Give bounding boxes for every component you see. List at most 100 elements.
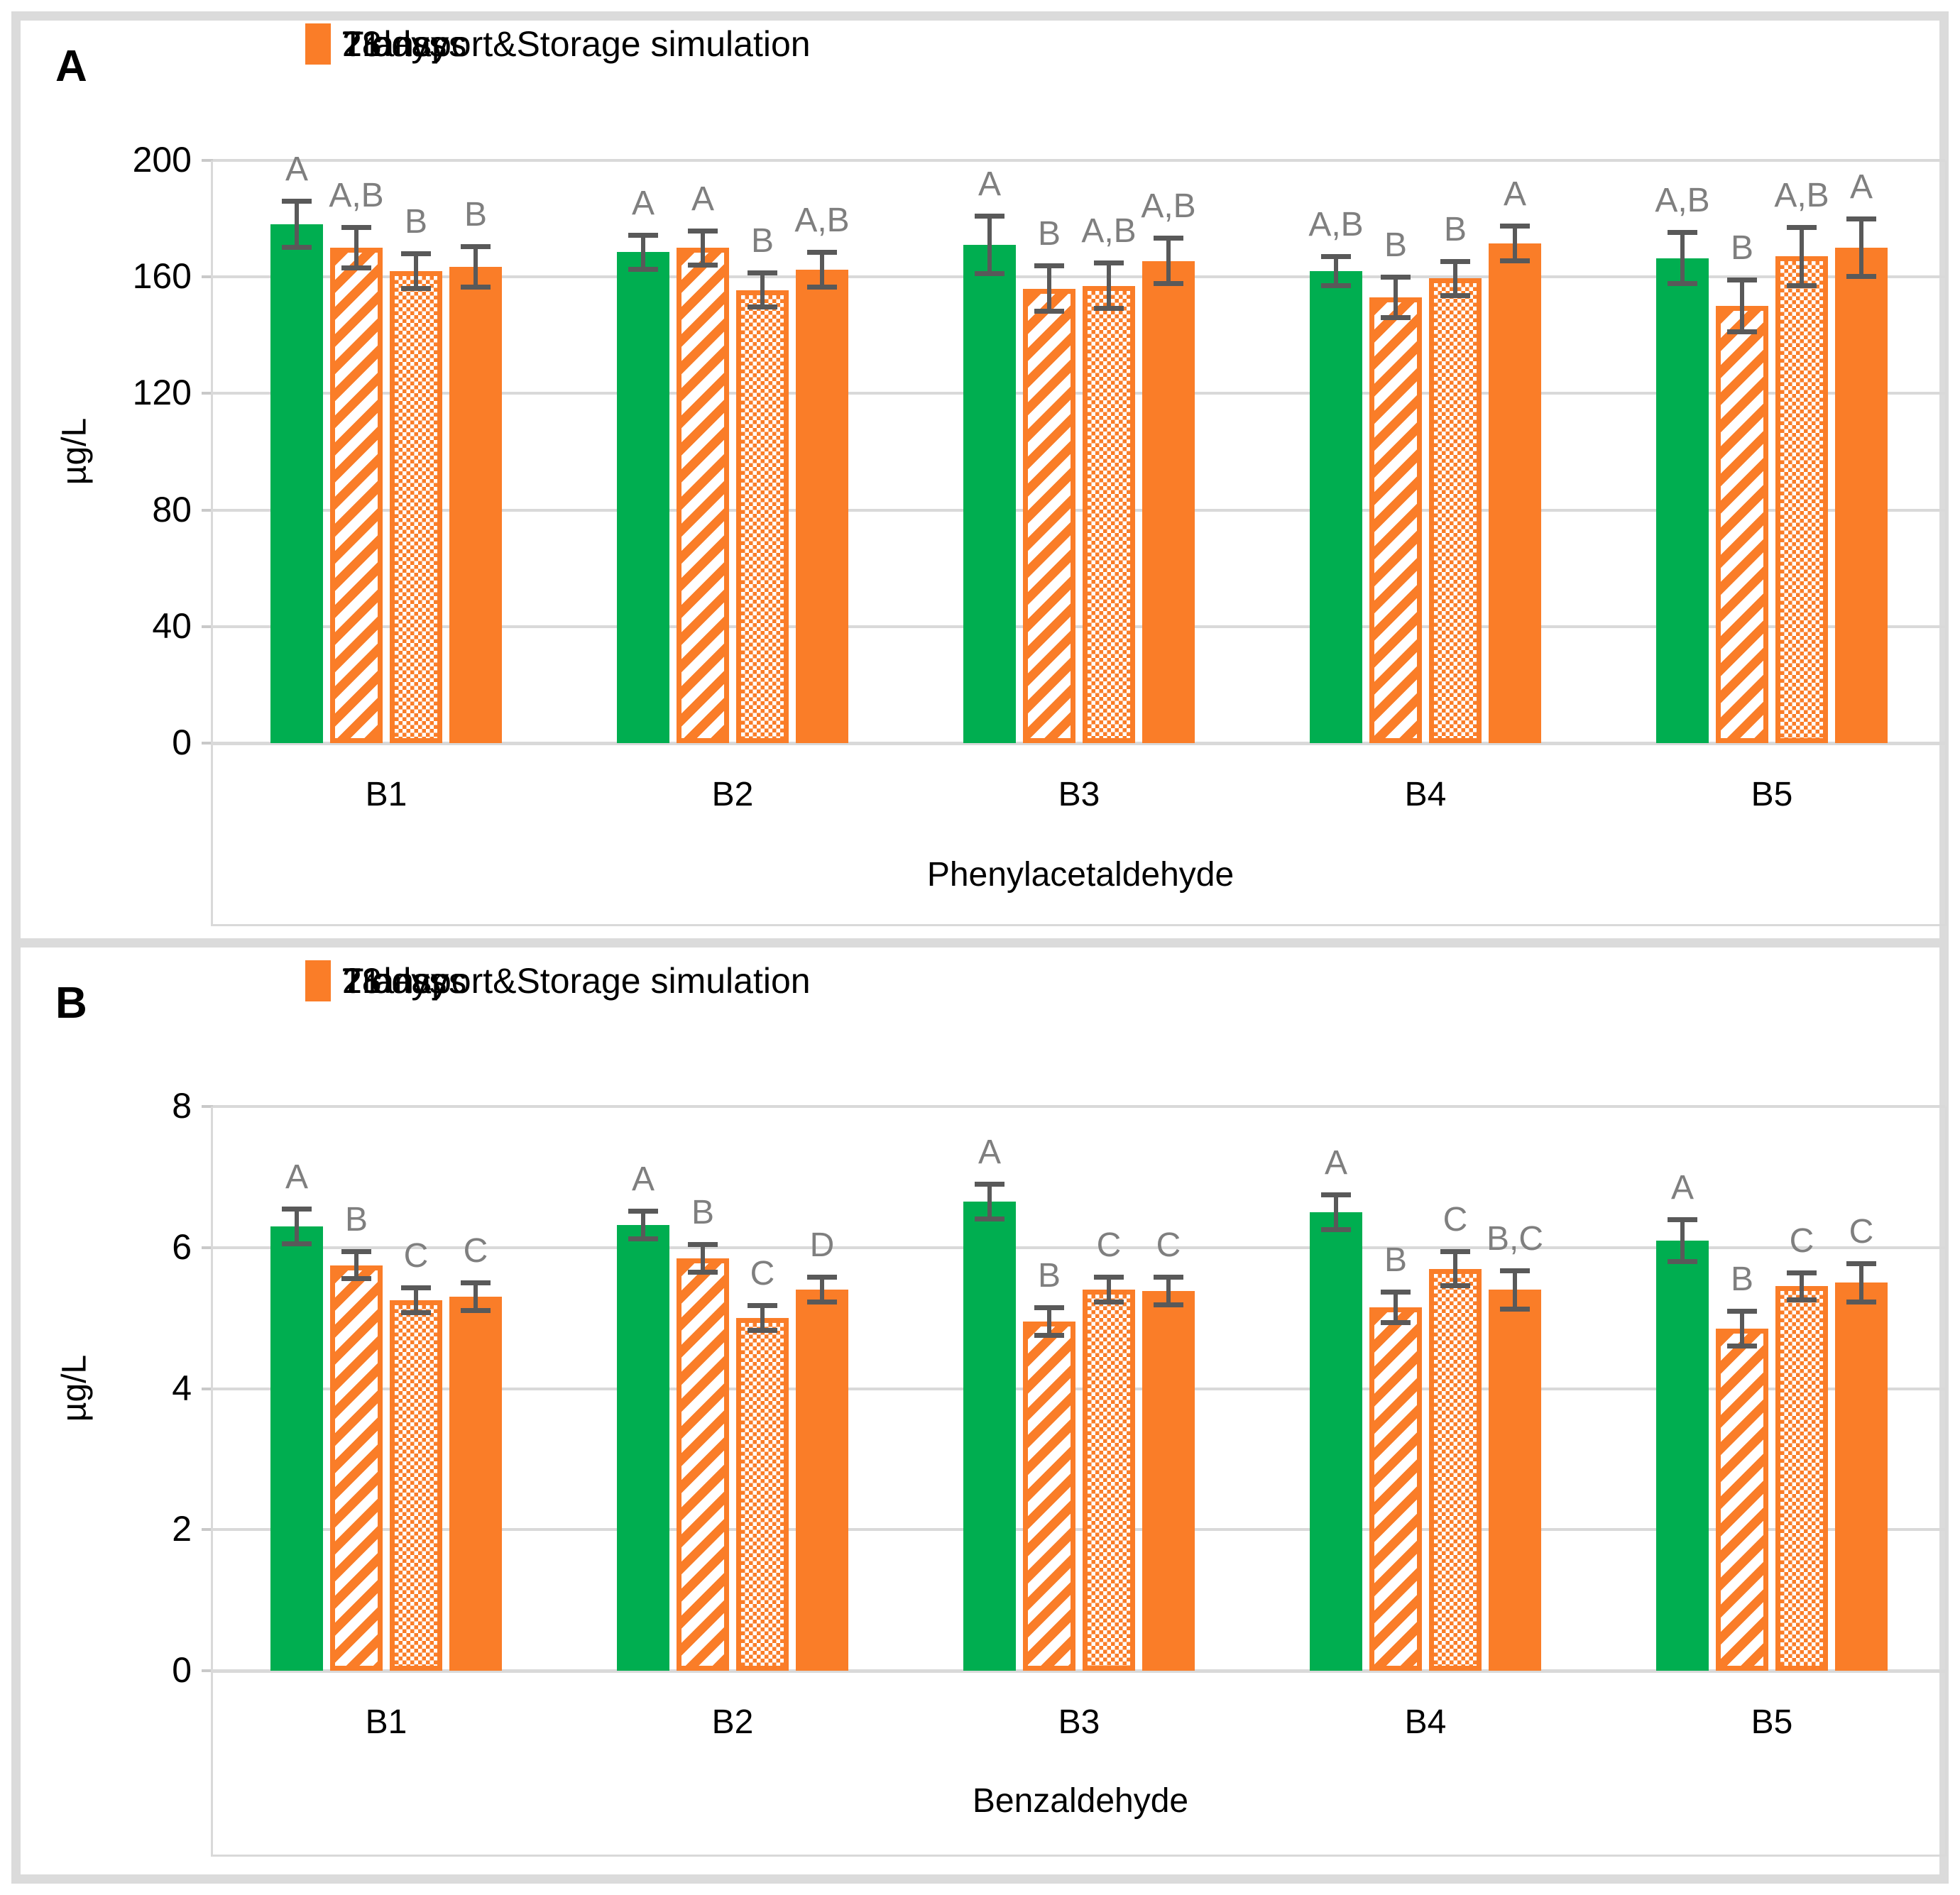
- error-bar-cap-top: [1154, 1275, 1183, 1280]
- significance-letter: B: [464, 196, 488, 234]
- x-category-label: B4: [1404, 1703, 1447, 1741]
- y-tick-label: 6: [172, 1226, 192, 1267]
- error-bar-cap-bottom: [282, 245, 312, 251]
- bar: [1775, 1286, 1828, 1671]
- panel-divider: [11, 938, 1949, 947]
- bar: [1656, 1240, 1709, 1671]
- bar: [330, 1265, 383, 1671]
- y-axis-tick: [202, 159, 213, 162]
- error-bar-cap-top: [748, 1303, 777, 1309]
- error-bar-cap-bottom: [1440, 292, 1470, 298]
- error-bar-cap-top: [1668, 1217, 1697, 1222]
- error-bar-cap-top: [1321, 254, 1351, 260]
- error-bar-cap-top: [1668, 229, 1697, 235]
- error-bar-line: [1740, 1311, 1744, 1346]
- x-category-label: B2: [711, 776, 754, 813]
- x-category-label: B3: [1058, 1703, 1100, 1741]
- y-tick-label: 40: [152, 605, 192, 646]
- significance-letter: A,B: [794, 202, 850, 240]
- significance-letter: B: [1037, 1257, 1061, 1295]
- error-bar-cap-top: [401, 251, 431, 257]
- x-category-label: B1: [365, 776, 407, 813]
- y-tick-label: 2: [172, 1509, 192, 1549]
- error-bar-cap-bottom: [1440, 1283, 1470, 1289]
- legend-label: 28 days: [342, 961, 467, 1001]
- significance-letter: A,B: [1655, 181, 1710, 219]
- error-bar-cap-top: [1440, 258, 1470, 264]
- error-bar-cap-bottom: [628, 266, 658, 272]
- significance-letter: A,B: [1081, 212, 1137, 250]
- significance-letter: B: [1384, 1241, 1408, 1280]
- error-bar-cap-top: [1381, 275, 1411, 280]
- error-bar-line: [473, 246, 478, 287]
- error-bar-cap-bottom: [1727, 329, 1757, 335]
- y-tick-label: 80: [152, 489, 192, 529]
- error-bar-line: [1859, 219, 1863, 278]
- error-bar-line: [820, 252, 824, 287]
- error-bar-line: [641, 234, 645, 270]
- error-bar-cap-top: [975, 1182, 1004, 1187]
- bar: [1656, 258, 1709, 743]
- significance-letter: C: [1442, 1200, 1468, 1238]
- significance-letter: D: [809, 1226, 835, 1265]
- significance-letter: A,B: [1774, 177, 1829, 215]
- significance-letter: A: [1324, 1144, 1348, 1182]
- significance-letter: C: [1156, 1226, 1181, 1265]
- legend-label: Transport&Storage simulation: [342, 961, 811, 1001]
- bar: [963, 245, 1016, 743]
- error-bar-cap-bottom: [1727, 1343, 1757, 1349]
- significance-letter: B: [1730, 1260, 1754, 1299]
- bar: [390, 1300, 442, 1671]
- error-bar-cap-bottom: [1846, 1300, 1876, 1305]
- error-bar-line: [1166, 237, 1171, 285]
- error-bar-cap-bottom: [807, 284, 837, 290]
- error-bar-line: [414, 1287, 418, 1314]
- bar: [1489, 1290, 1541, 1671]
- error-bar-cap-bottom: [688, 262, 718, 268]
- bar: [1429, 278, 1482, 743]
- error-bar-cap-bottom: [748, 304, 777, 310]
- bar: [1023, 288, 1075, 743]
- error-bar-cap-top: [401, 1285, 431, 1291]
- bar: [1083, 285, 1135, 743]
- error-bar-line: [641, 1211, 645, 1239]
- error-bar-cap-bottom: [1034, 1332, 1064, 1338]
- y-axis-tick: [202, 392, 213, 395]
- error-bar-cap-top: [1500, 224, 1530, 229]
- error-bar-cap-bottom: [341, 1276, 371, 1282]
- bar: [1310, 270, 1362, 743]
- error-bar-line: [1334, 1194, 1338, 1230]
- category-axis-box: [211, 1671, 1947, 1857]
- bar: [390, 270, 442, 743]
- x-axis-title-panel-a: Phenylacetaldehyde: [926, 856, 1234, 894]
- bar: [1716, 1329, 1768, 1671]
- error-bar-cap-top: [1787, 1270, 1817, 1275]
- x-category-label: B5: [1751, 1703, 1793, 1741]
- error-bar-cap-top: [1440, 1248, 1470, 1254]
- error-bar-line: [1680, 1219, 1685, 1262]
- error-bar-line: [1394, 277, 1398, 318]
- significance-letter: A: [691, 180, 715, 218]
- error-bar-line: [701, 230, 705, 265]
- error-bar-line: [1334, 256, 1338, 286]
- error-bar-line: [354, 227, 358, 268]
- legend-swatch-icon: [305, 960, 331, 1001]
- error-bar-cap-top: [748, 270, 777, 276]
- bar: [677, 1258, 729, 1671]
- bar: [1310, 1212, 1362, 1671]
- category-axis-box: [211, 743, 1947, 926]
- significance-letter: B: [750, 222, 774, 260]
- error-bar-cap-bottom: [1034, 309, 1064, 314]
- bar: [736, 1318, 789, 1671]
- error-bar-cap-bottom: [1787, 1297, 1817, 1303]
- panel-b-label: B: [55, 979, 87, 1028]
- error-bar-cap-top: [1846, 1260, 1876, 1266]
- legend-label: 7 days: [342, 24, 447, 64]
- error-bar-cap-top: [807, 250, 837, 256]
- error-bar-cap-bottom: [1154, 1302, 1183, 1308]
- error-bar-line: [1800, 227, 1804, 286]
- bar: [796, 269, 848, 743]
- gridline: [213, 508, 1945, 512]
- legend-label: Transport&Storage simulation: [342, 24, 811, 64]
- error-bar-cap-top: [282, 1207, 312, 1212]
